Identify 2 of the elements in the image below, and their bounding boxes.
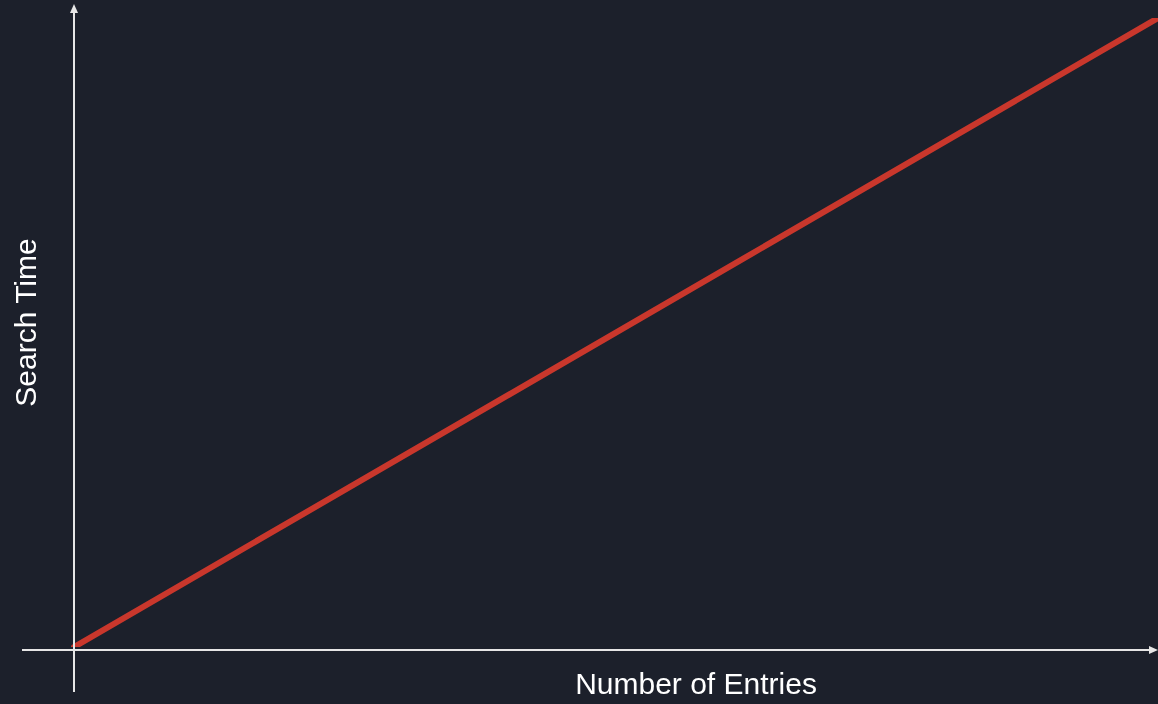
x-axis-title: Number of Entries — [575, 667, 817, 701]
y-axis-title: Search Time — [9, 238, 43, 407]
